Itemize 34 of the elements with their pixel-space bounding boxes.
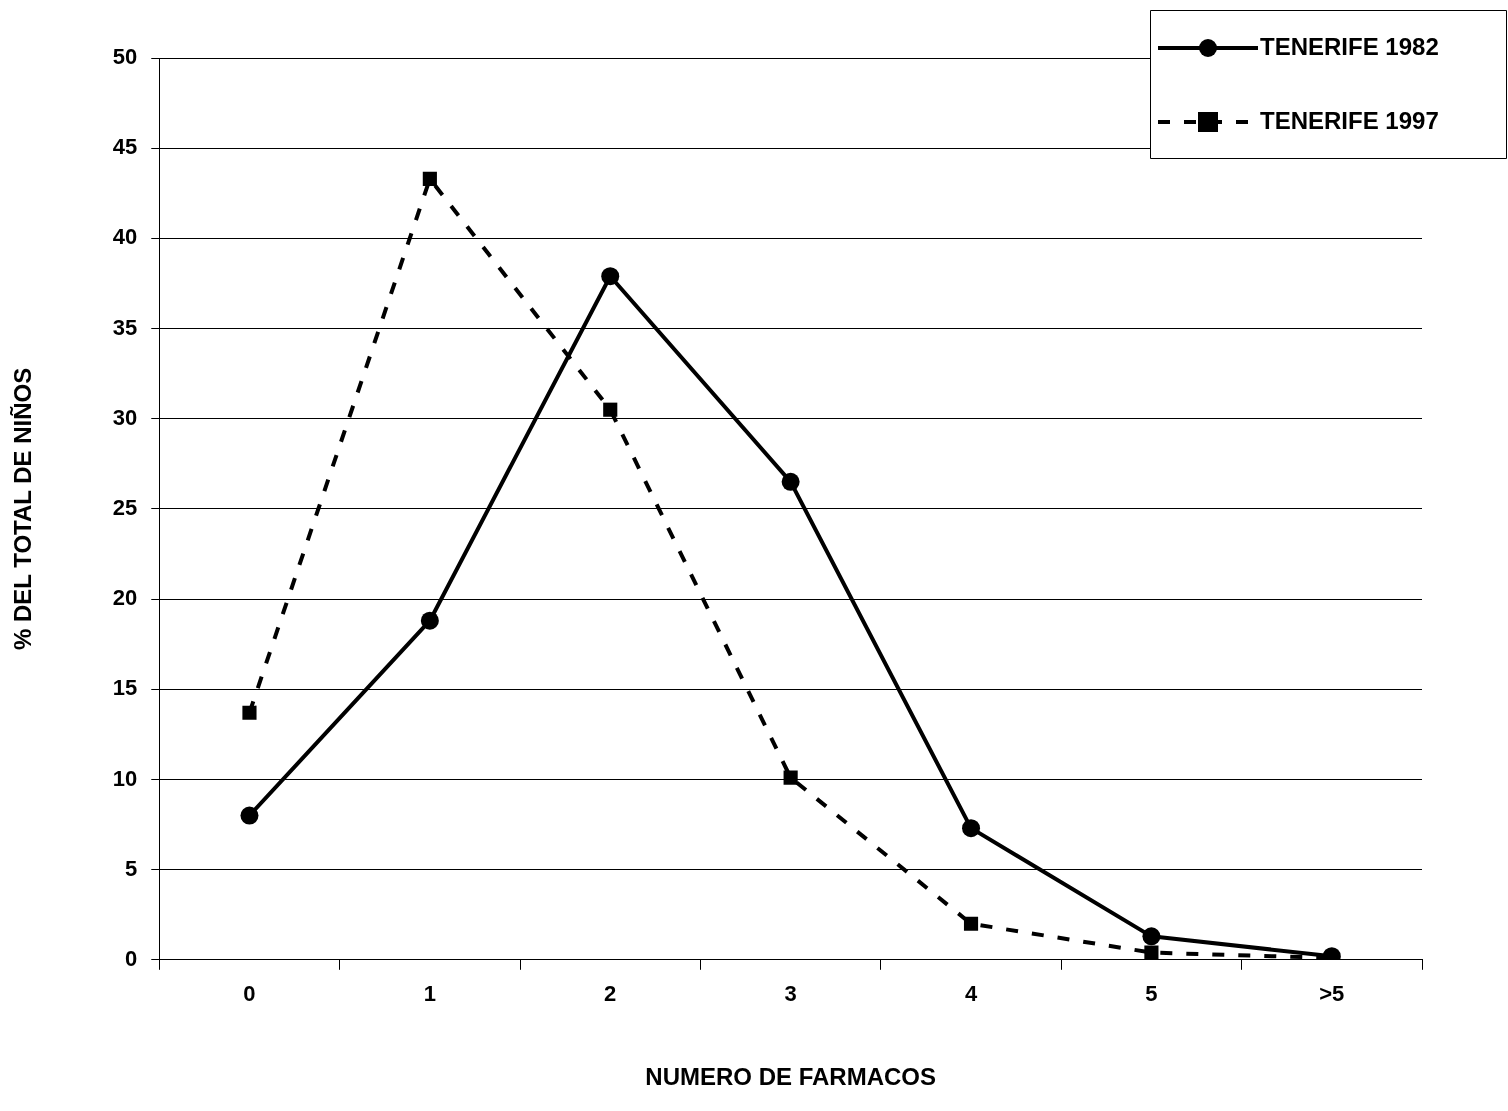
y-tick-label: 20 (112, 585, 138, 611)
point (781, 472, 800, 491)
x-tick-label: 4 (964, 981, 978, 1007)
y-tick-label: 15 (112, 675, 138, 701)
point (1142, 927, 1161, 946)
point (420, 611, 439, 630)
y-tick-label: 45 (112, 134, 138, 160)
point (963, 916, 979, 931)
x-tick-label: 2 (604, 981, 617, 1007)
point (962, 819, 981, 838)
y-tick-label: 40 (112, 224, 138, 250)
point (603, 402, 618, 417)
point (601, 267, 620, 286)
point (422, 171, 437, 186)
legend-label: TENERIFE 1982 (1260, 32, 1439, 60)
x-axis-title: NUMERO DE FARMACOS (645, 1063, 936, 1091)
x-tick-label: >5 (1319, 981, 1345, 1007)
y-tick-label: 50 (112, 44, 138, 70)
x-tick-label: 5 (1145, 981, 1158, 1007)
point (240, 806, 259, 825)
y-tick-label: 35 (112, 314, 138, 340)
x-tick-label: 0 (243, 981, 256, 1007)
y-tick-label: 30 (112, 404, 138, 430)
point (1144, 945, 1159, 960)
x-tick-label: 3 (784, 981, 797, 1007)
point (242, 705, 257, 720)
y-axis-title: % DEL TOTAL DE NIÑOS (9, 367, 37, 651)
y-tick-label: 5 (125, 855, 138, 881)
x-tick-label: 1 (423, 981, 436, 1007)
y-tick-label: 0 (125, 945, 138, 971)
legend-label: TENERIFE 1997 (1260, 106, 1439, 134)
y-tick-label: 25 (112, 494, 138, 520)
point (783, 770, 798, 785)
y-tick-label: 10 (112, 765, 138, 791)
